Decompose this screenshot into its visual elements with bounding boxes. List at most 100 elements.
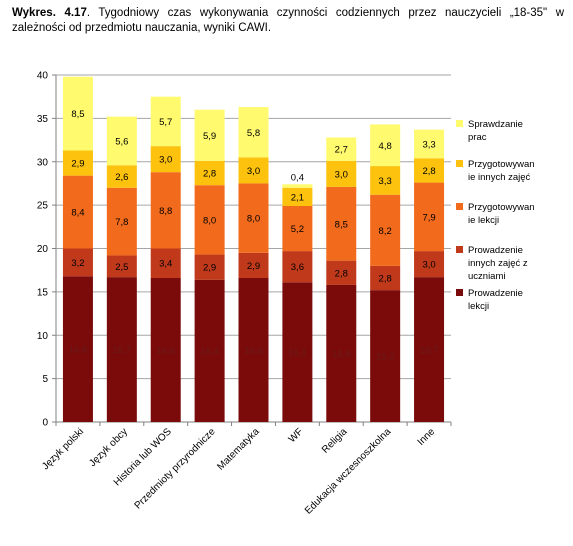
bar-segment [238,277,269,422]
bar-segment [282,205,313,252]
legend-label: Przygotowywan [468,159,535,170]
data-label: 2,7 [335,145,348,156]
bar-segment [106,116,137,166]
data-label: 2,8 [379,273,392,284]
bar-segment [150,172,181,249]
bar-segment [370,124,401,167]
bar-segment [150,96,181,147]
legend-swatch [456,289,463,296]
data-label: 5,8 [247,128,260,139]
bar-segment [238,157,269,184]
bar-segment [326,260,357,285]
legend-label: innych zajęć z [468,258,528,269]
figure-caption-text: . Tygodniowy czas wykonywania czynności … [12,7,564,34]
data-label: 15,2 [376,352,395,363]
data-label: 2,8 [335,268,348,279]
bar-segment [370,290,401,422]
data-label: 3,6 [291,262,304,273]
data-label: 3,2 [71,258,84,269]
data-label: 3,3 [379,176,392,187]
bar-segment [282,187,313,206]
data-label: 16,7 [420,345,439,356]
bar-segment [62,248,93,277]
data-label: 2,6 [115,172,128,183]
x-tick-label: Matematyka [215,426,262,473]
x-tick-label: Religia [320,426,350,456]
legend-label: Prowadzenie [468,245,523,256]
bar-segment [194,279,225,422]
legend-item: Prowadzenie lekcji [456,288,523,312]
y-tick-label: 5 [42,374,48,385]
data-label: 7,9 [422,212,435,223]
data-label: 2,5 [115,262,128,273]
y-tick-label: 25 [37,201,49,212]
legend-label: Przygotowywan [468,202,535,213]
bar-segment [62,175,93,249]
data-label: 8,8 [159,206,172,217]
bar-segment [106,255,137,278]
data-label: 16,6 [156,345,175,356]
bar-segment [238,183,269,253]
bar-segment [370,194,401,266]
bar-segment [150,146,181,173]
bar-segment [414,129,445,159]
y-tick-label: 35 [37,114,49,125]
data-label: 16,4 [200,346,219,357]
x-tick-label: Język polski [40,426,86,472]
bar-segment [414,277,445,422]
bar-segment [194,185,225,255]
stacked-bar-chart: 0 5 10 15 20 25 30 35 40 16,8 3,2 8,4 2,9 8,5 Język po… [37,71,535,517]
data-label: 16,1 [288,348,307,359]
data-label: 2,9 [71,159,84,170]
data-label: 8,0 [247,214,260,225]
data-label: 3,0 [422,260,435,271]
data-label: 5,9 [203,131,216,142]
y-tick-label: 30 [37,157,49,168]
data-label: 2,1 [291,192,304,203]
legend-label: Prowadzenie [468,288,523,299]
bar-segment [106,277,137,422]
bar-segment [326,284,357,422]
data-label: 3,0 [247,166,260,177]
bar-segment [62,276,93,422]
bar-segment [282,251,313,283]
bar-segment [150,248,181,278]
legend-item: Prowadzenie innych zajęć z uczniami [456,245,528,282]
bar-stack: 16,1 3,6 5,2 2,1 0,4 [282,172,313,422]
bar-segment [238,107,269,158]
x-tick-label: WF [287,426,306,445]
chart-area: 0 5 10 15 20 25 30 35 40 16,8 3,2 8,4 2,9 8,5 Język po… [6,50,568,538]
data-label: 3,0 [335,169,348,180]
bar-segment [194,109,225,161]
y-tick-label: 0 [42,418,48,429]
data-label: 7,8 [115,217,128,228]
legend-item: Przygotowywan ie lekcji [456,202,535,226]
bar-segment [150,277,181,422]
y-tick-label: 15 [37,287,49,298]
bar-segment [282,184,313,188]
bar-segment [62,76,93,151]
legend-label: uczniami [468,271,506,282]
legend-swatch [456,246,463,253]
data-label: 3,0 [159,155,172,166]
bar-stack: 15,2 2,8 8,2 3,3 4,8 [370,124,401,422]
legend-swatch [456,203,463,210]
legend-label: ie lekcji [468,215,499,226]
data-label: 5,2 [291,224,304,235]
x-tick-label: Edukacja wczesnoszkolna [303,426,394,517]
figure-number: Wykres. 4.17 [12,7,87,19]
data-label: 16,7 [113,345,132,356]
bar-segment [326,137,357,161]
x-tick-label: Inne [416,426,438,448]
data-label: 2,8 [422,166,435,177]
bar-segment [106,165,137,188]
bar-segment [414,158,445,183]
legend-label: prac [468,132,487,143]
data-label: 2,9 [203,263,216,274]
data-label: 8,5 [71,109,84,120]
data-label: 2,9 [247,261,260,272]
legend-label: Sprawdzanie [468,119,523,130]
y-tick-label: 10 [37,331,49,342]
bar-segment [326,186,357,261]
bar-segment [414,182,445,252]
